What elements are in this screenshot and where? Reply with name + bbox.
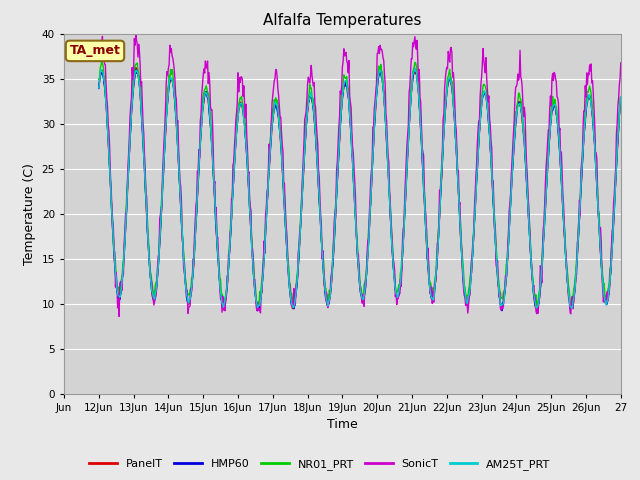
AM25T_PRT bbox=[403, 181, 410, 187]
SonicT bbox=[570, 290, 578, 296]
PanelT bbox=[617, 95, 625, 101]
PanelT bbox=[233, 129, 241, 134]
HMP60 bbox=[253, 308, 261, 313]
NR01_PRT bbox=[98, 58, 106, 63]
AM25T_PRT bbox=[232, 139, 239, 145]
SonicT bbox=[353, 241, 361, 247]
PanelT bbox=[455, 203, 463, 209]
AM25T_PRT bbox=[411, 66, 419, 72]
X-axis label: Time: Time bbox=[327, 418, 358, 431]
PanelT bbox=[404, 153, 412, 159]
SonicT bbox=[404, 132, 412, 138]
SonicT bbox=[115, 313, 123, 319]
Text: TA_met: TA_met bbox=[70, 44, 120, 58]
AM25T_PRT bbox=[570, 288, 578, 294]
HMP60 bbox=[232, 139, 239, 145]
Line: AM25T_PRT: AM25T_PRT bbox=[99, 69, 621, 308]
HMP60 bbox=[455, 202, 463, 207]
Line: NR01_PRT: NR01_PRT bbox=[99, 60, 621, 306]
Legend: PanelT, HMP60, NR01_PRT, SonicT, AM25T_PRT: PanelT, HMP60, NR01_PRT, SonicT, AM25T_P… bbox=[85, 455, 555, 474]
NR01_PRT bbox=[233, 126, 241, 132]
NR01_PRT bbox=[353, 217, 360, 223]
SonicT bbox=[132, 32, 140, 38]
NR01_PRT bbox=[533, 303, 541, 309]
PanelT bbox=[353, 240, 361, 246]
HMP60 bbox=[617, 95, 625, 101]
Title: Alfalfa Temperatures: Alfalfa Temperatures bbox=[263, 13, 422, 28]
Line: HMP60: HMP60 bbox=[99, 68, 621, 311]
HMP60 bbox=[95, 85, 102, 91]
AM25T_PRT bbox=[454, 189, 462, 194]
Line: SonicT: SonicT bbox=[99, 35, 621, 316]
Line: PanelT: PanelT bbox=[99, 68, 621, 310]
SonicT bbox=[234, 99, 241, 105]
NR01_PRT bbox=[403, 158, 411, 164]
AM25T_PRT bbox=[351, 213, 359, 219]
HMP60 bbox=[410, 65, 418, 71]
AM25T_PRT bbox=[95, 85, 102, 91]
AM25T_PRT bbox=[568, 305, 576, 311]
HMP60 bbox=[209, 170, 217, 176]
HMP60 bbox=[570, 292, 578, 298]
NR01_PRT bbox=[210, 178, 218, 183]
NR01_PRT bbox=[617, 95, 625, 100]
SonicT bbox=[211, 179, 219, 184]
SonicT bbox=[455, 204, 463, 210]
PanelT bbox=[95, 82, 102, 88]
AM25T_PRT bbox=[617, 94, 625, 100]
AM25T_PRT bbox=[209, 167, 217, 173]
NR01_PRT bbox=[454, 182, 462, 188]
SonicT bbox=[95, 50, 102, 56]
HMP60 bbox=[353, 229, 360, 235]
HMP60 bbox=[403, 163, 411, 168]
PanelT bbox=[132, 65, 140, 71]
NR01_PRT bbox=[570, 283, 578, 289]
PanelT bbox=[570, 288, 578, 294]
Y-axis label: Temperature (C): Temperature (C) bbox=[23, 163, 36, 264]
SonicT bbox=[617, 60, 625, 66]
PanelT bbox=[255, 307, 262, 312]
PanelT bbox=[210, 184, 218, 190]
NR01_PRT bbox=[95, 77, 102, 83]
